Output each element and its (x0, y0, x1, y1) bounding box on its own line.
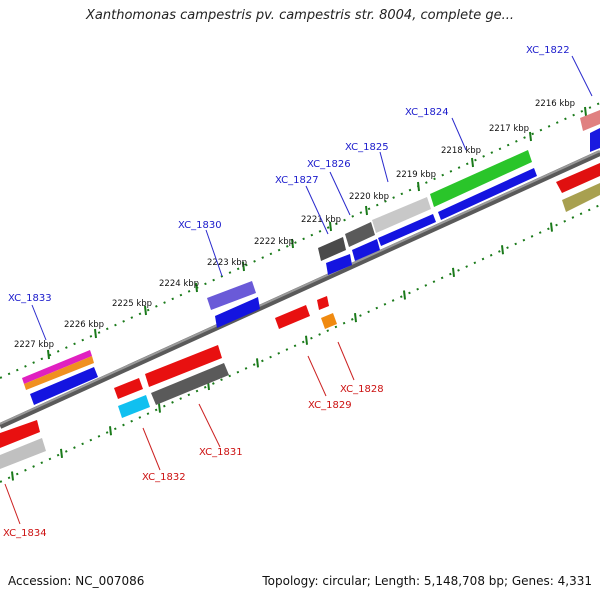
gene-block-xc1827[interactable] (318, 237, 346, 261)
kbp-tick (242, 261, 245, 272)
gene-block-xc1834-red[interactable] (0, 420, 40, 448)
kbp-tick (195, 282, 198, 293)
gene-blocks (0, 110, 600, 469)
kbp-tick (529, 131, 532, 142)
gene-block-xc1826-blue[interactable] (352, 239, 380, 261)
gene-block-xc1824[interactable] (430, 150, 532, 207)
gene-block-xc1829[interactable] (275, 305, 310, 329)
kbp-tick-label: 2219 kbp (396, 170, 436, 180)
kbp-tick (94, 328, 97, 339)
kbp-tick-label: 2225 kbp (112, 299, 152, 309)
gene-block-xc1825-blue[interactable] (378, 214, 436, 246)
gene-label-xc1827[interactable]: XC_1827 (275, 175, 319, 186)
gene-label-xc1834[interactable]: XC_1834 (3, 528, 47, 539)
kbp-tick-label: 2222 kbp (254, 237, 294, 247)
topology-summary: Topology: circular; Length: 5,148,708 bp… (262, 574, 592, 588)
kbp-tick (417, 181, 420, 192)
gene-label-xc1826[interactable]: XC_1826 (307, 159, 351, 170)
lower-kbp-tick (550, 222, 553, 232)
gene-block-xc1831[interactable] (151, 363, 229, 405)
gene-block-xc1824-blue[interactable] (438, 168, 537, 220)
kbp-tick (144, 305, 147, 316)
gene-block-xc1826[interactable] (345, 222, 375, 247)
map-title: Xanthomonas campestris pv. campestris st… (86, 8, 514, 23)
gene-block-xc1827-blue[interactable] (326, 254, 352, 275)
kbp-tick (471, 157, 474, 168)
lower-tick-track (0, 204, 600, 483)
lower-kbp-tick (354, 312, 357, 323)
kbp-tick-label: 2217 kbp (489, 124, 529, 134)
gene-block-xc1828-red[interactable] (317, 296, 329, 310)
gene-block-xc1822-pink[interactable] (580, 110, 600, 131)
lower-kbp-tick (60, 448, 63, 458)
kbp-tick-label: 2220 kbp (349, 192, 389, 202)
kbp-tick-label: 2218 kbp (441, 146, 481, 156)
gene-block-xc1833-blue[interactable] (30, 367, 98, 405)
label-leaders (4, 55, 593, 525)
gene-block-xc1825[interactable] (372, 197, 431, 233)
gene-label-xc1831[interactable]: XC_1831 (199, 447, 243, 458)
gene-label-xc1824[interactable]: XC_1824 (405, 107, 449, 118)
gene-block-xc1834[interactable] (0, 438, 46, 469)
gene-label-layer: XC_1822 XC_1824 XC_1825 XC_1826 XC_1827 … (3, 45, 570, 539)
kbp-tick (329, 221, 332, 232)
lower-kbp-tick (305, 335, 308, 345)
gene-label-xc1825[interactable]: XC_1825 (345, 142, 389, 153)
gene-block-xc1828[interactable] (321, 313, 337, 329)
kbp-tick (47, 349, 50, 360)
genome-backbone (0, 150, 600, 429)
kbp-tick (584, 106, 587, 117)
kbp-tick-label: 2221 kbp (301, 215, 341, 225)
lower-kbp-tick (109, 426, 112, 436)
gene-label-xc1830[interactable]: XC_1830 (178, 220, 222, 231)
accession-text: Accession: NC_007086 (8, 574, 145, 588)
gene-block-xc1822[interactable] (590, 128, 600, 152)
gene-block-xc1830[interactable] (207, 281, 256, 310)
gene-label-xc1822[interactable]: XC_1822 (526, 45, 570, 56)
gene-block-xc1832-red[interactable] (114, 378, 143, 399)
major-ticks (11, 106, 587, 481)
gene-block-xc1832[interactable] (118, 395, 150, 418)
gene-label-xc1828[interactable]: XC_1828 (340, 384, 384, 395)
kbp-tick (291, 238, 294, 249)
kbp-tick-label: 2227 kbp (14, 340, 54, 350)
gene-block-xc1833-magenta[interactable] (22, 350, 92, 384)
gene-label-xc1833[interactable]: XC_1833 (8, 293, 52, 304)
kbp-tick-label: 2216 kbp (535, 99, 575, 109)
gene-block-xc1831-red[interactable] (145, 345, 222, 387)
lower-kbp-tick (452, 267, 455, 277)
gene-block-red-right[interactable] (556, 163, 600, 193)
kbp-tick-label: 2223 kbp (207, 258, 247, 268)
gene-label-xc1829[interactable]: XC_1829 (308, 400, 352, 411)
gene-block-xc1833-orange[interactable] (24, 356, 94, 390)
upper-tick-track (0, 102, 600, 379)
tick-labels: 2216 kbp 2217 kbp 2218 kbp 2219 kbp 2220 kbp… (14, 99, 575, 350)
lower-kbp-tick (158, 403, 161, 413)
kbp-tick-label: 2224 kbp (159, 279, 199, 289)
gene-label-xc1832[interactable]: XC_1832 (142, 472, 186, 483)
lower-kbp-tick (11, 471, 14, 481)
gene-block-xc1830-blue[interactable] (215, 297, 260, 328)
kbp-tick-label: 2226 kbp (64, 320, 104, 330)
gene-block-olive-right[interactable] (562, 183, 600, 212)
lower-kbp-tick (403, 290, 406, 300)
kbp-tick (365, 205, 368, 216)
lower-kbp-tick (501, 245, 504, 255)
lower-kbp-tick (256, 358, 259, 368)
